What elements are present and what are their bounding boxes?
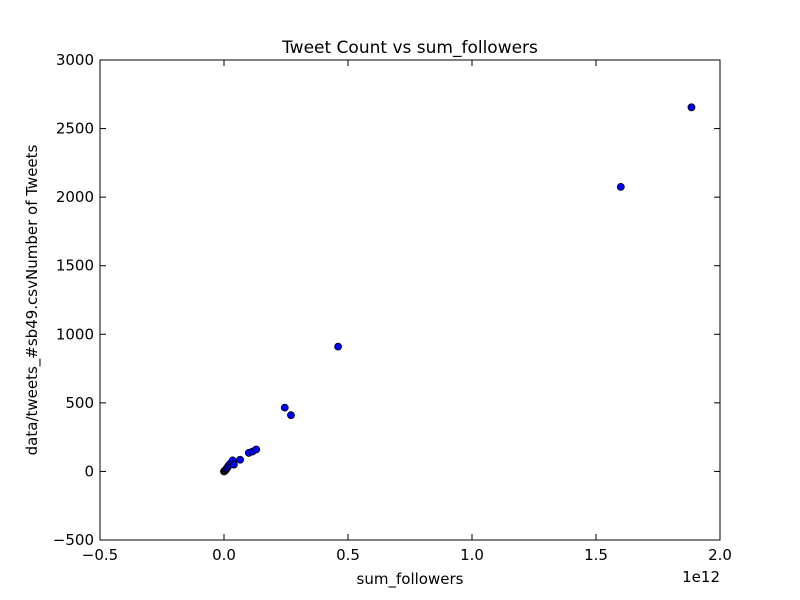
y-tick-label: 1000 <box>56 325 94 343</box>
y-tick-label: 1500 <box>56 257 94 275</box>
x-tick-label: 0.5 <box>336 546 360 564</box>
y-tick-label: 2000 <box>56 188 94 206</box>
data-point <box>252 445 261 454</box>
x-tick-label: 2.0 <box>708 546 732 564</box>
data-point <box>616 182 625 191</box>
y-tick-label: 2500 <box>56 120 94 138</box>
x-axis-offset-label: 1e12 <box>682 568 720 586</box>
y-tick-label: 500 <box>65 394 94 412</box>
chart-title: Tweet Count vs sum_followers <box>281 38 538 58</box>
x-tick-label: 0.0 <box>212 546 236 564</box>
x-axis-label: sum_followers <box>357 570 464 589</box>
y-tick-label: 3000 <box>56 51 94 69</box>
data-points <box>220 103 696 476</box>
data-point <box>287 411 295 420</box>
y-tick-label: 0 <box>84 462 94 480</box>
x-tick-label: −0.5 <box>82 546 118 564</box>
plot-frame <box>99 59 721 541</box>
y-tick-label: −500 <box>53 531 94 549</box>
x-tick-label: 1.5 <box>584 546 608 564</box>
data-point <box>230 460 238 469</box>
data-point <box>280 403 289 412</box>
data-point <box>687 103 696 112</box>
axis-ticks: −0.5 0.0 0.5 1.0 1.5 2.0 −500 0 500 1000 1500 2000 2… <box>53 51 732 564</box>
x-tick-label: 1.0 <box>460 546 484 564</box>
data-point <box>236 455 245 464</box>
y-axis-label: data/tweets_#sb49.csvNumber of Tweets <box>23 144 42 455</box>
data-point <box>334 342 342 351</box>
